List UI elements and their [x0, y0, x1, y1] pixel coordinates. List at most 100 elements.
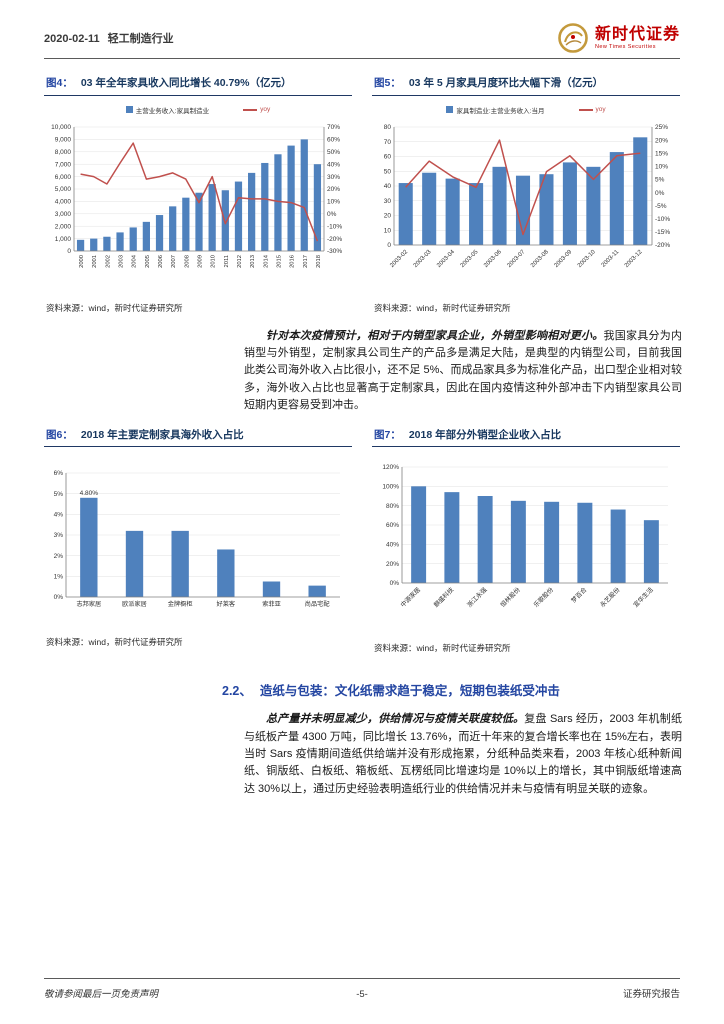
figure-fig7: 图7： 2018 年部分外销型企业收入占比 0% 20% 40% 60% 80% 100%… [372, 427, 680, 655]
svg-text:2002: 2002 [105, 255, 111, 268]
svg-text:5,000: 5,000 [55, 186, 72, 193]
svg-text:2018: 2018 [316, 255, 322, 268]
svg-text:70: 70 [384, 139, 392, 146]
paragraph-body: 复盘 Sars 经历，2003 年机制纸与纸板产量 4300 万吨，同比增长 1… [244, 713, 682, 795]
svg-text:2003-02: 2003-02 [389, 248, 409, 268]
svg-text:2001: 2001 [92, 255, 98, 268]
figure-source: 资料来源：wind，新时代证券研究所 [374, 643, 511, 654]
svg-text:-20%: -20% [655, 242, 670, 249]
brand: 新时代证券 New Times Securities [557, 22, 680, 54]
svg-text:50%: 50% [327, 149, 340, 156]
figure-title-row: 图7： 2018 年部分外销型企业收入占比 [372, 427, 680, 448]
figure-source: 资料来源：wind，新时代证券研究所 [46, 637, 183, 648]
furniture-monthly-revenue-chart: 0 10 20 30 40 50 60 70 80 -20% -15% -10% -5% 0% 5% 10% 1… [372, 117, 680, 290]
svg-text:浙江永强: 浙江永强 [465, 586, 488, 609]
svg-text:3%: 3% [54, 532, 64, 539]
svg-text:2007: 2007 [171, 255, 177, 268]
legend-line-item: yoy [578, 106, 606, 114]
svg-text:15%: 15% [655, 150, 668, 157]
svg-text:2017: 2017 [303, 255, 309, 268]
svg-text:0: 0 [387, 242, 391, 249]
svg-text:2000: 2000 [79, 255, 85, 268]
svg-text:2014: 2014 [263, 254, 269, 268]
svg-text:永艺股份: 永艺股份 [598, 585, 622, 609]
svg-text:-20%: -20% [327, 235, 342, 242]
svg-text:2006: 2006 [158, 255, 164, 268]
svg-text:25%: 25% [655, 124, 668, 131]
brand-name-en: New Times Securities [594, 43, 656, 50]
line-series-label: yoy [260, 106, 271, 114]
svg-text:恒林股份: 恒林股份 [499, 585, 523, 609]
svg-text:1%: 1% [54, 574, 64, 581]
figure-title-row: 图4： 03 年全年家具收入同比增长 40.79%（亿元） [44, 75, 352, 96]
svg-text:2009: 2009 [198, 255, 204, 268]
legend-line-item: yoy [243, 106, 270, 113]
legend-bar-item: 主营业务收入:家具制造业 [125, 105, 209, 115]
line-series-label: yoy [595, 106, 606, 114]
svg-text:10%: 10% [327, 198, 340, 205]
bar-series-label: 家具制造业:主营业务收入:当月 [456, 107, 545, 115]
svg-text:4.80%: 4.80% [80, 490, 99, 497]
svg-text:10: 10 [384, 227, 392, 234]
industry-name: 轻工制造行业 [107, 33, 174, 45]
page-number: -5- [356, 989, 368, 1000]
svg-text:50: 50 [384, 168, 392, 175]
svg-text:-15%: -15% [655, 229, 670, 236]
svg-text:4%: 4% [54, 512, 64, 519]
svg-text:志邦家居: 志邦家居 [76, 600, 101, 608]
furniture-annual-revenue-chart: 0 1,000 2,000 3,000 4,000 5,000 6,000 7,000 8,00… [44, 117, 352, 290]
svg-text:2003-09: 2003-09 [554, 248, 574, 268]
svg-text:0%: 0% [390, 580, 400, 587]
svg-text:2005: 2005 [145, 255, 151, 268]
svg-text:100%: 100% [382, 484, 399, 491]
section-title: 造纸与包装：文化纸需求趋于稳定，短期包装纸受冲击 [259, 684, 560, 699]
figure-title-row: 图5： 03 年 5 月家具月度环比大幅下滑（亿元） [372, 75, 680, 96]
svg-text:120%: 120% [382, 464, 399, 471]
paragraph-paper-supply: 总产量并未明显减少，供给情况与疫情关联度较低。复盘 Sars 经历，2003 年… [244, 711, 682, 798]
svg-text:2003-10: 2003-10 [577, 248, 597, 268]
brand-text: 新时代证券 New Times Securities [595, 26, 680, 50]
svg-text:2003-04: 2003-04 [436, 248, 456, 268]
figure-title: 2018 年部分外销型企业收入占比 [408, 428, 562, 441]
figure-title: 03 年全年家具收入同比增长 40.79%（亿元） [80, 77, 292, 89]
figure-label: 图5： [374, 77, 401, 89]
paragraph-lead: 总产量并未明显减少，供给情况与疫情关联度较低。 [266, 713, 525, 726]
svg-text:6,000: 6,000 [55, 173, 72, 180]
brand-logo-icon [558, 23, 588, 53]
svg-text:2010: 2010 [211, 255, 217, 268]
chart-legend: 主营业务收入:家具制造业 yoy [44, 105, 352, 115]
paragraph-furniture-impact: 针对本次疫情预计，相对于内销型家具企业，外销型影响相对更小。我国家具分为内销型与… [244, 328, 682, 415]
svg-text:-5%: -5% [655, 203, 667, 210]
svg-text:2003: 2003 [119, 255, 125, 268]
brand-name: 新时代证券 [594, 26, 680, 44]
section-number: 2.2、 [222, 684, 252, 699]
svg-text:10%: 10% [655, 163, 668, 170]
bar-series-swatch [446, 106, 454, 114]
page-header: 2020-02-11 轻工制造行业 新时代证券 New Times Securit… [0, 0, 724, 54]
section-heading-2-2: 2.2、 造纸与包装：文化纸需求趋于稳定，短期包装纸受冲击 [222, 680, 680, 699]
svg-text:70%: 70% [327, 124, 340, 131]
svg-text:2008: 2008 [184, 255, 190, 268]
svg-text:7,000: 7,000 [55, 161, 72, 168]
figure-label: 图7： [374, 428, 401, 441]
figure-fig4: 图4： 03 年全年家具收入同比增长 40.79%（亿元） 主营业务收入:家具制… [44, 75, 352, 314]
svg-text:10,000: 10,000 [51, 124, 71, 131]
svg-text:好莱客: 好莱客 [217, 600, 236, 608]
figure-fig5: 图5： 03 年 5 月家具月度环比大幅下滑（亿元） 家具制造业:主营业务收入:… [372, 75, 680, 314]
svg-text:3,000: 3,000 [55, 211, 72, 218]
svg-text:2003-08: 2003-08 [530, 248, 550, 268]
svg-text:索菲亚: 索菲亚 [262, 600, 281, 608]
line-series-swatch [243, 108, 258, 111]
svg-text:2015: 2015 [276, 255, 282, 268]
svg-text:9,000: 9,000 [55, 136, 72, 143]
svg-text:20%: 20% [386, 561, 399, 568]
svg-text:30: 30 [384, 198, 392, 205]
svg-text:5%: 5% [54, 491, 64, 498]
figure-title: 03 年 5 月家具月度环比大幅下滑（亿元） [408, 77, 604, 89]
svg-text:20: 20 [384, 212, 392, 219]
svg-text:20%: 20% [655, 137, 668, 144]
footer-disclaimer: 敬请参阅最后一页免责声明 [44, 989, 159, 1000]
svg-text:2004: 2004 [132, 254, 138, 268]
svg-text:5%: 5% [655, 176, 665, 183]
